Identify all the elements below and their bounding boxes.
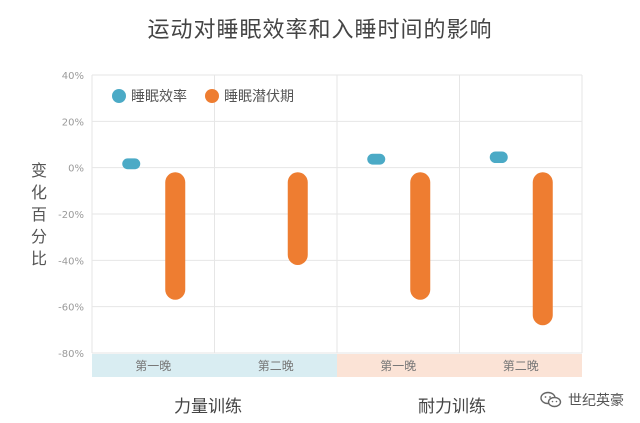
category-label: 第二晚 xyxy=(503,359,539,373)
bar-sleep-latency xyxy=(287,172,308,265)
legend-marker-efficiency xyxy=(112,89,126,103)
category-band-strength xyxy=(92,354,337,377)
y-tick-label: -60% xyxy=(58,303,84,314)
category-label: 第二晚 xyxy=(258,359,294,373)
watermark-text: 世纪英豪 xyxy=(568,393,624,409)
group-label-strength: 力量训练 xyxy=(174,397,242,417)
bar-sleep-latency xyxy=(532,172,553,326)
group-label-endurance: 耐力训练 xyxy=(418,397,486,417)
chart-title: 运动对睡眠效率和入睡时间的影响 xyxy=(147,18,493,43)
category-label: 第一晚 xyxy=(135,359,171,373)
category-label: 第一晚 xyxy=(380,359,416,373)
category-band-endurance xyxy=(337,354,582,377)
bar-sleep-efficiency xyxy=(367,153,386,165)
y-tick-label: 40% xyxy=(62,71,84,82)
y-axis-label: 变化百分比 xyxy=(30,161,47,268)
legend-marker-latency xyxy=(205,89,219,103)
legend-label-efficiency: 睡眠效率 xyxy=(131,88,187,105)
bar-sleep-latency xyxy=(410,172,431,300)
legend-label-latency: 睡眠潜伏期 xyxy=(224,89,294,105)
wechat-icon xyxy=(540,391,562,408)
y-tick-label: 20% xyxy=(62,117,84,128)
y-tick-label: 0% xyxy=(68,164,84,175)
bar-sleep-efficiency xyxy=(122,158,141,170)
y-tick-label: -80% xyxy=(58,349,84,360)
watermark: 世纪英豪 xyxy=(540,390,624,410)
y-tick-label: -40% xyxy=(58,256,84,267)
bar-sleep-latency xyxy=(165,172,186,300)
bar-sleep-efficiency xyxy=(489,151,508,164)
y-tick-label: -20% xyxy=(58,210,84,221)
